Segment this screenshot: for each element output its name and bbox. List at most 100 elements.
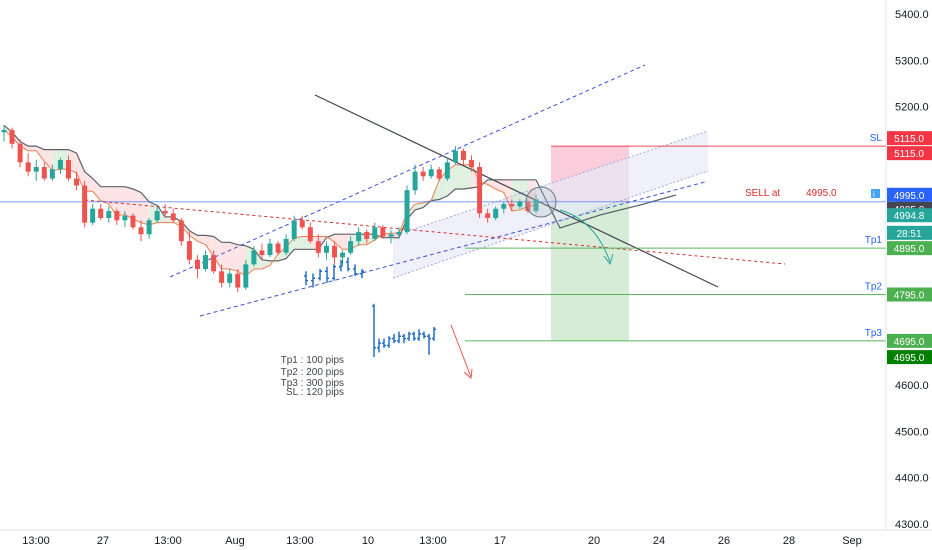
candle-body [380,227,386,237]
price-tick-label: 5400.0 [895,9,929,21]
candle-body [460,150,466,161]
price-tag-bg [887,131,932,146]
projected-channel-lower[interactable] [392,170,709,279]
candle-body [203,255,209,269]
candle-body [9,129,15,144]
candle-body [162,211,168,214]
cloud-segment [108,186,117,216]
cloud-segment [221,242,230,269]
cloud-segment [116,186,125,216]
cloud-segment [205,235,214,257]
time-tick-label: Sep [842,535,862,547]
candle-body [1,129,7,133]
channel-lines[interactable] [84,64,786,317]
price-tick-label: 5200.0 [895,102,929,114]
candle-body [154,211,160,221]
candle-body [74,178,80,186]
candle-body [533,199,539,212]
cloud-segment [455,164,464,190]
candle-body [57,160,63,170]
note-line-tp1: Tp1 : 100 pips [281,355,344,366]
time-axis[interactable]: 13:00 27 13:00 Aug 13:00 10 13:00 17 20 24 26 28 Sep [22,535,862,547]
level-lines[interactable]: SL Tp1 Tp2 Tp3 [0,133,886,342]
cloud-segment [261,259,270,269]
down-arrow-head [463,368,473,379]
time-tick-label: 20 [588,535,600,547]
cloud-segment [132,189,142,223]
level-label-tp3: Tp3 [865,328,883,339]
time-tick-label: 17 [494,535,506,547]
time-tick-label: 27 [97,535,109,547]
resistance-trend-line[interactable] [314,94,719,288]
time-tick-label: 26 [718,535,730,547]
channel-upper-line[interactable] [169,64,646,278]
candle-body [267,243,273,256]
price-tag-bg [887,146,932,161]
candle-body [307,227,313,242]
candle-body [372,227,378,239]
note-line-tp3: Tp3 : 300 pips [281,378,344,389]
candle-body [219,271,225,283]
candle-body [493,208,499,218]
info-icon[interactable]: i [871,189,880,199]
candle-body [315,241,321,253]
price-tick-label: 4600.0 [895,380,929,392]
candle-body [283,238,289,253]
candle-body [299,220,305,228]
price-tag-bg [887,208,932,223]
baseline-indicator [3,124,677,262]
candle-body [243,264,249,288]
candle-body [235,273,241,288]
candle-body [364,231,370,239]
cloud-segment [92,178,101,201]
candle-body [138,227,144,235]
cloud-segment [294,236,303,250]
candle-body [251,250,257,265]
cloud-segment [415,202,424,210]
cloud-segment [28,146,37,151]
projected-channel-upper[interactable] [392,130,709,237]
candle-body [501,204,507,209]
candle-body [114,211,120,221]
projection-arrow[interactable] [559,209,611,263]
candle-body [469,160,475,167]
level-label-tp1: Tp1 [865,235,883,246]
cloud-segment [229,242,238,272]
targets-note: Tp1 : 100 pips Tp2 : 200 pips Tp3 : 300 … [281,355,344,398]
level-label-sl: SL [870,133,883,144]
price-tags: 5115.05115.04995.04995.04994.828:514895.… [887,131,932,365]
candle-body [82,185,88,223]
candle-body [525,201,531,212]
time-tick-label: 24 [653,535,665,547]
candle-body [420,171,426,177]
down-arrow[interactable] [450,324,472,378]
candle-body [194,259,200,269]
price-tag-bg [887,187,932,202]
candle-body [259,250,265,256]
price-tag-bg [887,241,932,256]
price-tick-label: 4300.0 [895,519,929,531]
candle-body [509,204,515,207]
level-label-tp2: Tp2 [865,282,883,293]
candle-body [436,169,442,179]
candle-body [130,215,136,228]
channel-lower-line[interactable] [199,181,706,317]
candle-body [178,220,184,242]
candle-body [331,245,337,258]
time-tick-label: 13:00 [419,535,447,547]
cloud-segment [487,179,496,190]
cloud-segment [44,149,53,171]
candle-body [98,208,104,218]
candle-body [428,169,434,177]
candle-body [356,231,362,242]
cloud-segment [286,237,295,259]
entry-circle[interactable] [525,186,557,218]
candle-body [25,162,31,172]
price-tag-text: 5115.0 [894,134,924,145]
candlestick-series [1,125,539,293]
candle-body [348,241,354,253]
candle-body [33,167,39,172]
candle-body [485,213,491,218]
